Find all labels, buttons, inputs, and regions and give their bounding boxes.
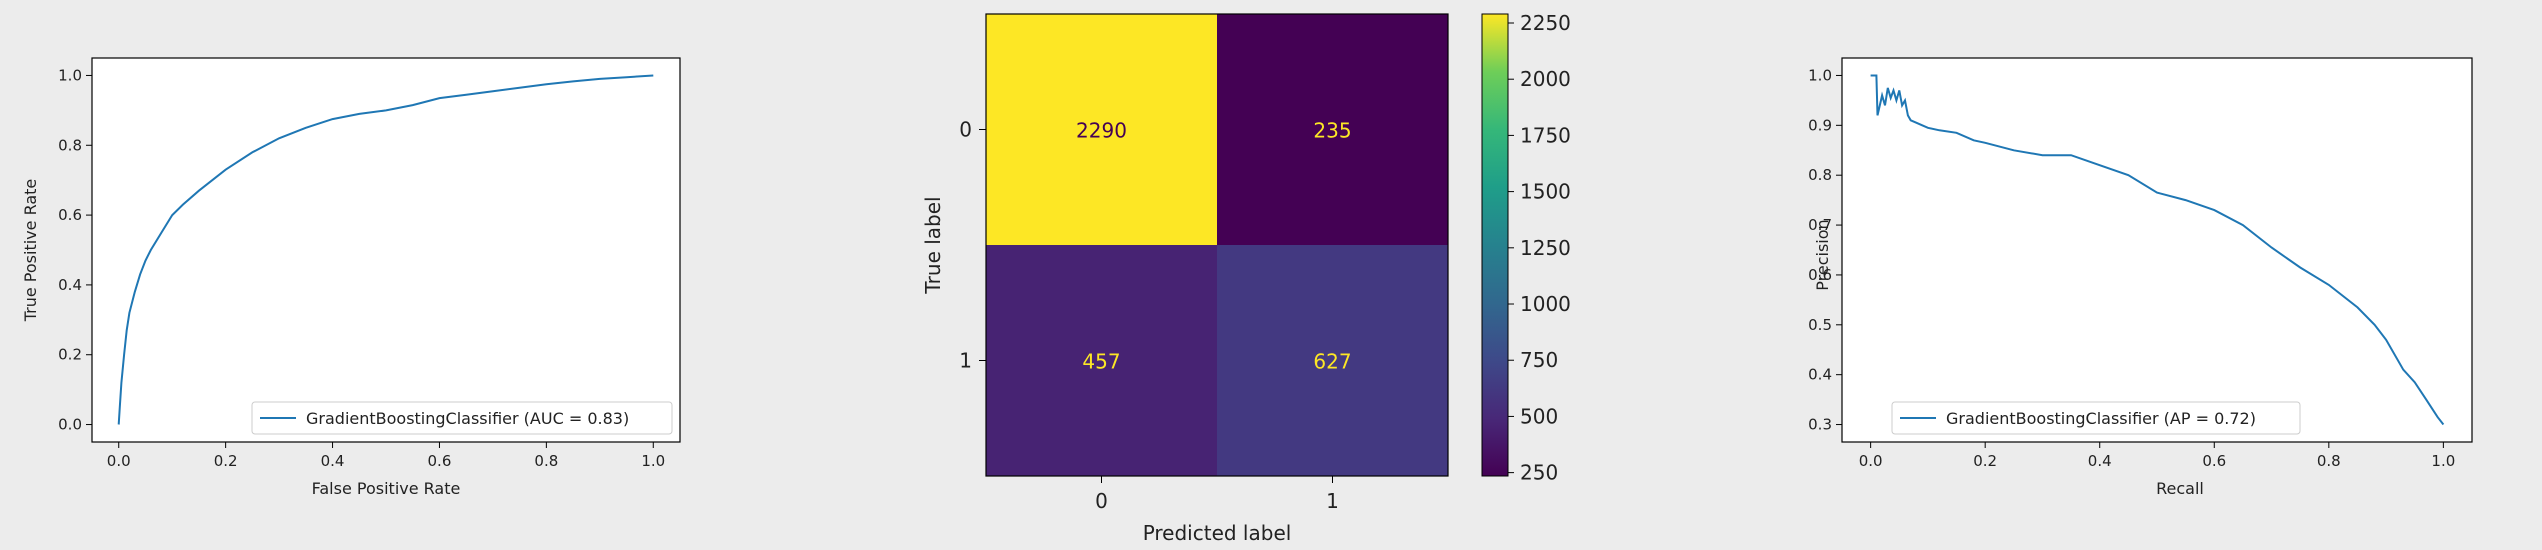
roc-y-tick-label: 0.4 bbox=[58, 276, 82, 294]
pr-y-tick-label: 0.5 bbox=[1808, 316, 1832, 334]
confusion-matrix-cell bbox=[1217, 14, 1448, 245]
colorbar-tick-label: 1000 bbox=[1520, 292, 1571, 316]
roc-legend-label: GradientBoostingClassifier (AUC = 0.83) bbox=[306, 409, 629, 428]
cm-x-tick-label: 1 bbox=[1326, 489, 1339, 513]
colorbar-tick-label: 1500 bbox=[1520, 180, 1571, 204]
roc-x-ticks: 0.0 0.2 0.4 0.6 0.8 1.0 bbox=[107, 442, 665, 470]
colorbar-tick-label: 2250 bbox=[1520, 11, 1571, 35]
cm-y-tick-label: 1 bbox=[959, 349, 972, 373]
pr-y-ticks: 0.3 0.4 0.5 0.6 0.7 0.8 0.9 1.0 bbox=[1808, 66, 1842, 434]
pr-x-ticks: 0.0 0.2 0.4 0.6 0.8 1.0 bbox=[1859, 442, 2455, 470]
colorbar-tick-label: 1750 bbox=[1520, 123, 1571, 147]
confusion-matrix-cell bbox=[1217, 245, 1448, 476]
pr-curve bbox=[1870, 74, 2445, 426]
roc-legend-box bbox=[251, 401, 673, 435]
confusion-matrix-value: 2290 bbox=[1076, 119, 1127, 143]
confusion-matrix-panel: 2290 235 457 627 0 1 0 1 Predicted label True … bbox=[921, 11, 1571, 545]
pr-x-tick-label: 0.2 bbox=[1973, 452, 1997, 470]
cm-y-axis-label: True label bbox=[921, 196, 945, 294]
cm-y-tick-label: 0 bbox=[959, 118, 972, 142]
confusion-matrix-value: 235 bbox=[1313, 119, 1351, 143]
pr-y-tick-label: 0.6 bbox=[1808, 266, 1832, 284]
pr-y-tick-label: 0.4 bbox=[1808, 366, 1832, 384]
roc-x-tick-label: 0.6 bbox=[428, 452, 452, 470]
confusion-matrix-value: 457 bbox=[1082, 350, 1120, 374]
pr-y-tick-label: 0.7 bbox=[1808, 216, 1832, 234]
confusion-matrix-ticks: 0 1 0 1 bbox=[959, 118, 1339, 514]
colorbar-tick-label: 1250 bbox=[1520, 236, 1571, 260]
confusion-matrix-frame bbox=[985, 13, 1449, 477]
pr-x-tick-label: 0.6 bbox=[2202, 452, 2226, 470]
colorbar-tick-label: 500 bbox=[1520, 404, 1558, 428]
pr-y-tick-label: 0.9 bbox=[1808, 116, 1832, 134]
roc-y-tick-label: 0.8 bbox=[58, 136, 82, 154]
colorbar-tick-label: 250 bbox=[1520, 461, 1558, 485]
pr-y-tick-label: 0.8 bbox=[1808, 166, 1832, 184]
pr-x-axis-label: Recall bbox=[2156, 479, 2204, 498]
confusion-matrix-cell bbox=[986, 245, 1217, 476]
roc-x-tick-label: 1.0 bbox=[641, 452, 665, 470]
confusion-matrix-cell bbox=[986, 14, 1217, 245]
roc-y-ticks: 0.0 0.2 0.4 0.6 0.8 1.0 bbox=[58, 66, 92, 434]
roc-legend: GradientBoostingClassifier (AUC = 0.83) bbox=[251, 401, 673, 435]
pr-panel: 0.0 0.2 0.4 0.6 0.8 1.0 0.3 0.4 0.5 0.6 0.7 0.8 0.9… bbox=[1808, 57, 2473, 498]
confusion-matrix-value: 627 bbox=[1313, 350, 1351, 374]
confusion-matrix-cells: 2290 235 457 627 bbox=[986, 14, 1448, 476]
roc-y-tick-label: 0.0 bbox=[58, 416, 82, 434]
pr-x-tick-label: 0.4 bbox=[2088, 452, 2112, 470]
roc-x-tick-label: 0.2 bbox=[214, 452, 238, 470]
roc-y-tick-label: 1.0 bbox=[58, 66, 82, 84]
roc-y-tick-label: 0.2 bbox=[58, 346, 82, 364]
pr-x-tick-label: 1.0 bbox=[2431, 452, 2455, 470]
pr-legend: GradientBoostingClassifier (AP = 0.72) bbox=[1891, 401, 2301, 435]
pr-legend-box bbox=[1891, 401, 2301, 435]
pr-x-tick-label: 0.8 bbox=[2317, 452, 2341, 470]
roc-y-axis-label: True Positive Rate bbox=[21, 179, 40, 323]
colorbar-tick-label: 2000 bbox=[1520, 67, 1571, 91]
colorbar-tick-label: 750 bbox=[1520, 348, 1558, 372]
roc-x-tick-label: 0.0 bbox=[107, 452, 131, 470]
pr-y-tick-label: 0.3 bbox=[1808, 416, 1832, 434]
pr-x-tick-label: 0.0 bbox=[1859, 452, 1883, 470]
roc-curve bbox=[117, 74, 654, 425]
roc-y-tick-label: 0.6 bbox=[58, 206, 82, 224]
roc-x-tick-label: 0.8 bbox=[534, 452, 558, 470]
cm-x-axis-label: Predicted label bbox=[1143, 521, 1292, 545]
cm-x-tick-label: 0 bbox=[1095, 489, 1108, 513]
colorbar bbox=[1481, 13, 1509, 477]
colorbar-ticks: 250 500 750 1000 1250 1500 1750 2000 2250 bbox=[1508, 11, 1571, 485]
pr-plot-area bbox=[1841, 57, 2473, 443]
roc-plot-area bbox=[91, 57, 681, 443]
roc-x-axis-label: False Positive Rate bbox=[312, 479, 461, 498]
roc-x-tick-label: 0.4 bbox=[321, 452, 345, 470]
roc-panel: 0.0 0.2 0.4 0.6 0.8 1.0 0.0 0.2 0.4 0.6 0.8 1.0 Gr… bbox=[21, 57, 681, 498]
pr-legend-label: GradientBoostingClassifier (AP = 0.72) bbox=[1946, 409, 2256, 428]
pr-y-tick-label: 1.0 bbox=[1808, 66, 1832, 84]
pr-y-axis-label: Precision bbox=[1813, 219, 1832, 290]
